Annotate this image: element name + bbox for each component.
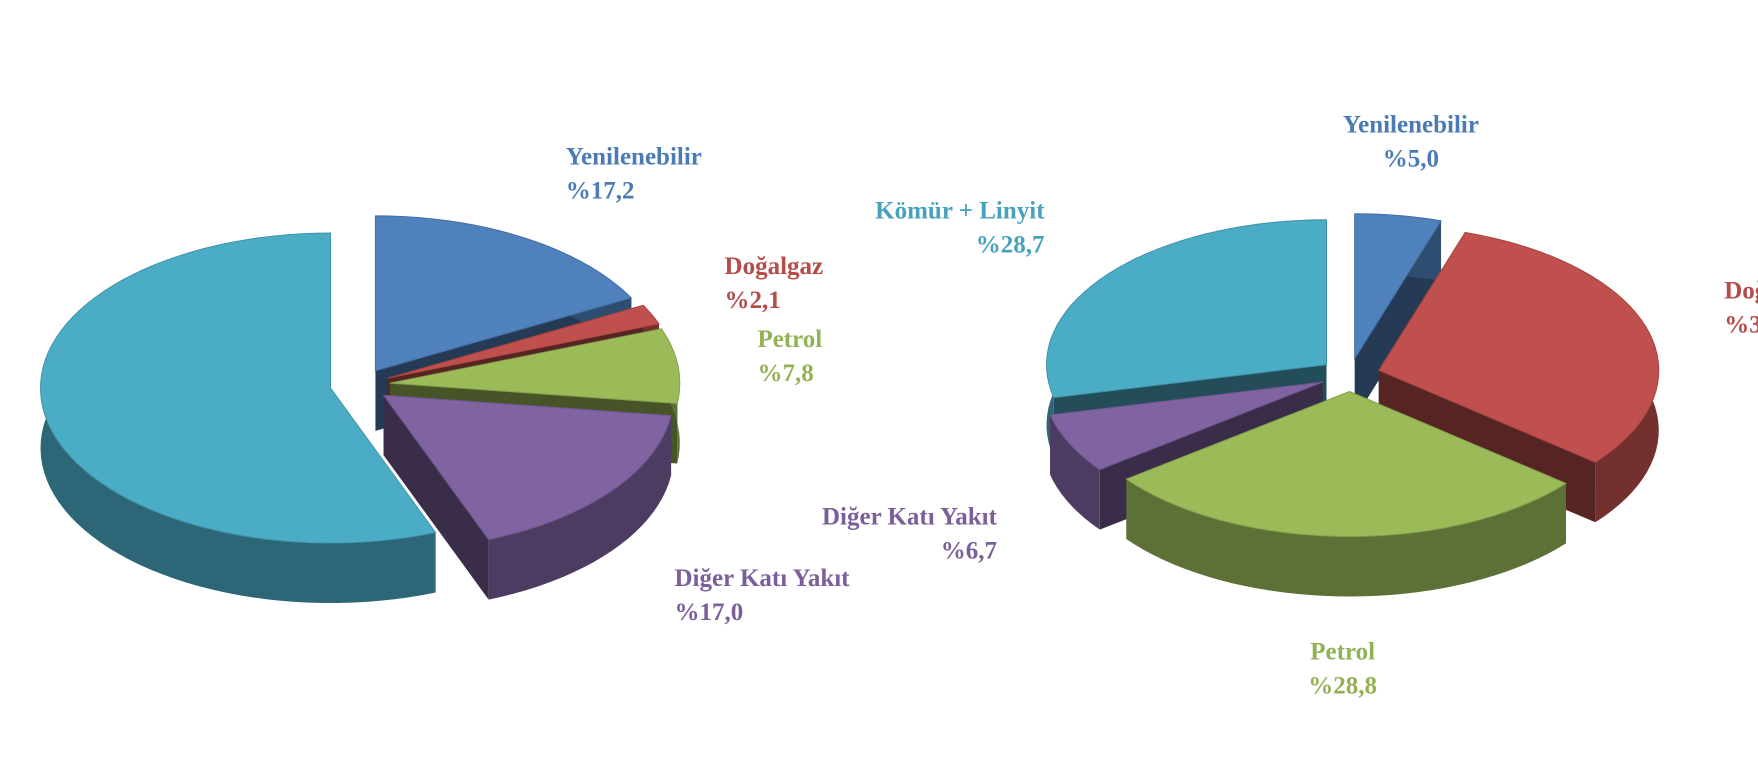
slice-label: Petrol <box>1310 639 1375 666</box>
slice-value-label: %28,7 <box>976 232 1045 259</box>
slice-top <box>40 232 437 544</box>
pie-slice <box>1378 231 1660 523</box>
slice-value-label: %17,2 <box>566 178 635 205</box>
slice-value-label: %28,8 <box>1308 673 1377 700</box>
slice-value-label: %2,1 <box>725 287 781 314</box>
slice-top <box>1046 219 1327 399</box>
slice-label: Doğalgaz <box>725 253 824 280</box>
slice-top <box>374 215 633 372</box>
slice-label: Petrol <box>757 326 822 353</box>
slice-label: Diğer Katı Yakıt <box>822 504 998 531</box>
slice-wall <box>383 395 489 600</box>
slice-top <box>1125 390 1568 537</box>
slice-top <box>389 328 681 405</box>
slice-top <box>382 394 672 541</box>
slice-side <box>488 415 672 600</box>
slice-label: Diğer Katı Yakıt <box>675 565 851 592</box>
pie-slice <box>40 232 437 603</box>
slice-value-label: %31,0 <box>1724 312 1758 339</box>
slice-label: Doğalgaz <box>1724 278 1758 305</box>
slice-top <box>1049 381 1324 471</box>
slice-value-label: %6,7 <box>941 538 997 565</box>
pie-slice <box>1125 390 1568 597</box>
slice-top <box>1378 231 1660 463</box>
pie-slice <box>1354 213 1442 419</box>
slice-side <box>1126 479 1566 597</box>
slice-label: Yenilenebilir <box>1343 112 1479 139</box>
slice-top <box>1354 213 1442 361</box>
slice-label: Kömür + Linyit <box>875 198 1045 225</box>
slice-top <box>387 304 660 379</box>
slice-value-label: %17,0 <box>675 599 744 626</box>
slice-value-label: %7,8 <box>757 360 813 387</box>
slice-label: Yenilenebilir <box>566 144 702 171</box>
slice-side <box>1050 414 1100 530</box>
slice-value-label: %5,0 <box>1383 146 1439 173</box>
pie-slice <box>382 394 672 600</box>
